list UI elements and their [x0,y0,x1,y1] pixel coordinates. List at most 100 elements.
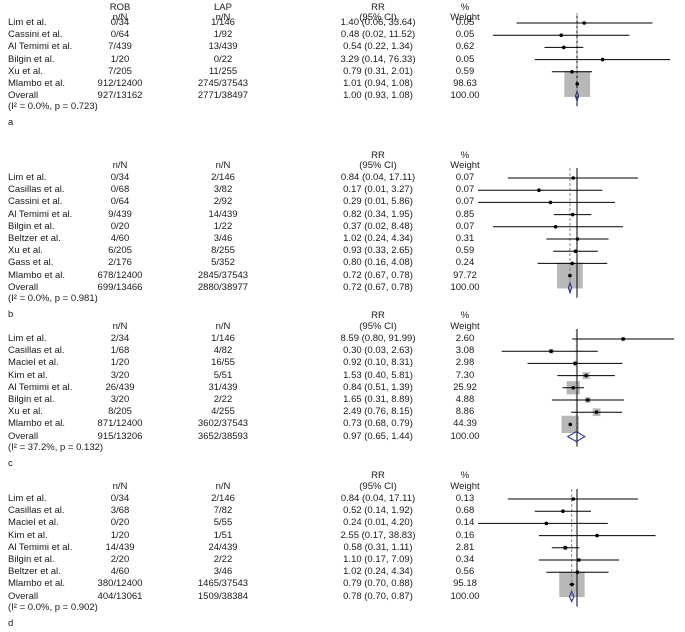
lap-n-header: n/N [215,321,231,332]
study-name: Bilgin et al. [8,53,55,65]
rr-ci-value: 1.02 (0.24, 4.34) [343,566,413,578]
rr-ci-value: 0.80 (0.16, 4.08) [343,257,413,269]
lap-events: 16/55 [211,357,235,369]
study-name: Bilgin et al. [8,394,55,405]
rob-events: 871/12400 [97,418,143,430]
weight-value: 97.72 [453,269,477,281]
study-name: Overall [8,590,39,602]
rr-ci-value: 0.72 (0.67, 0.78) [343,281,413,293]
weight-value: 0.85 [455,208,475,220]
weight-value: 7.30 [455,369,475,381]
weight-subheader: Weight [450,481,480,492]
lap-events: 3602/37543 [197,418,249,430]
lap-events: 2/22 [213,394,233,405]
lap-events: 8/255 [211,245,235,257]
rr-header: RR [371,310,385,321]
rr-ci-value: 1.53 (0.40, 5.81) [343,369,413,381]
point-estimate [561,509,565,513]
rob-events: 8/205 [108,406,132,418]
rob-events: 4/60 [110,566,130,578]
weight-value: 0.14 [455,517,475,529]
lap-events: 3/46 [213,566,233,578]
weight-value: 8.86 [455,406,475,418]
lap-events: 31/439 [208,381,238,393]
rob-events: 678/12400 [97,269,143,281]
study-name: Al Temimi et al. [8,541,73,553]
point-estimate [571,176,576,180]
point-estimate [582,21,587,25]
rob-events: 380/12400 [97,578,143,590]
rob-events: 1/20 [110,529,130,541]
study-name: Al Temimi et al. [8,41,73,53]
lap-events: 1/92 [213,29,233,41]
study-name: Al Temimi et al. [8,208,73,220]
point-estimate [563,546,568,550]
rr-ci-value: 0.79 (0.70, 0.88) [343,578,413,590]
forest-panel-d: RR% n/N n/N (95% CI) Weight Lim et al. 0/34 2/1… [0,470,685,630]
rr-ci-value: 0.84 (0.51, 1.39) [343,381,413,393]
point-estimate [553,225,558,229]
rob-events: 1/20 [110,357,130,369]
overall-diamond [567,281,573,295]
point-estimate [573,361,578,366]
study-name: Maciel et al. [8,517,59,529]
point-estimate [575,570,580,574]
weight-header: % [460,150,470,161]
study-name: Casillas et al. [8,505,65,517]
overall-diamond [566,431,586,443]
rr-ci-value: 0.52 (0.14, 1.92) [343,505,413,517]
rr-ci-header: (95% CI) [359,12,397,23]
rob-events: 2/20 [110,554,130,565]
weight-value: 98.63 [453,78,477,89]
heterogeneity-stat: (I² = 0.0%, p = 0.981) [8,293,98,304]
point-estimate [577,558,581,562]
study-name: Overall [8,430,39,442]
overall-diamond [574,89,580,103]
weight-value: 100.00 [450,90,480,102]
weight-value: 0.07 [455,172,475,183]
rr-ci-value: 0.72 (0.67, 0.78) [343,269,413,281]
lap-events: 2/146 [211,493,235,504]
rr-ci-value: 0.29 (0.01, 5.86) [343,196,413,208]
rob-events: 6/205 [108,245,132,257]
lap-events: 14/439 [208,208,238,220]
weight-value: 0.31 [455,233,475,244]
study-name: Lim et al. [8,172,47,183]
heterogeneity-stat: (I² = 0.0%, p = 0.902) [8,601,98,613]
study-name: Mlambo et al. [8,578,66,590]
study-name: Mlambo et al. [8,418,66,430]
rob-events: 0/34 [110,17,130,28]
study-name: Mlambo et al. [8,269,66,281]
rob-n-header: n/N [112,160,128,171]
rob-n-header: n/N [112,321,128,332]
weight-subheader: Weight [450,321,480,332]
weight-value: 0.07 [455,184,475,196]
weight-value: 0.16 [455,529,475,541]
study-name: Xu et al. [8,406,43,418]
weight-value: 0.59 [455,245,475,257]
rr-ci-value: 0.92 (0.10, 8.31) [343,357,413,369]
point-estimate [585,398,590,402]
lap-events: 4/82 [213,345,233,357]
point-estimate [584,373,588,378]
point-estimate [594,410,599,414]
rr-ci-value: 0.24 (0.01, 4.20) [343,517,413,529]
weight-value: 0.05 [455,17,475,28]
weight-value: 44.39 [453,418,477,430]
weight-header: % [460,310,470,321]
study-name: Cassini et al. [8,196,63,208]
rr-ci-value: 0.17 (0.01, 3.27) [343,184,413,196]
rr-ci-value: 1.65 (0.31, 8.89) [343,394,413,405]
study-name: Cassini et al. [8,29,63,41]
rr-ci-value: 0.82 (0.34, 1.95) [343,208,413,220]
lap-events: 2745/37543 [197,78,249,89]
study-name: Kim et al. [8,369,48,381]
lap-events: 1/146 [211,17,235,28]
rr-ci-value: 2.55 (0.17, 38.83) [340,529,416,541]
weight-value: 2.60 [455,333,475,344]
point-estimate [573,249,578,253]
study-name: Bilgin et al. [8,554,55,565]
forest-plot-d [478,489,656,607]
lap-n-header: n/N [215,12,231,23]
weight-value: 0.34 [455,554,475,565]
